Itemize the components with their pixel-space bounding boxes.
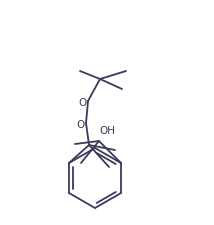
Text: O: O [76,120,84,130]
Text: OH: OH [99,126,115,136]
Text: O: O [78,98,86,108]
